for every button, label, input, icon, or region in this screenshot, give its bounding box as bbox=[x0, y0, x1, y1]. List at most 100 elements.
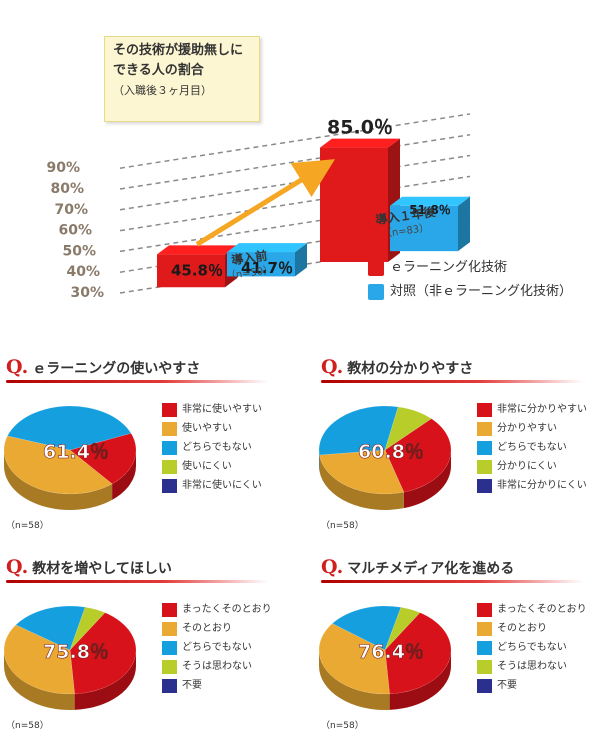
growth-arrow bbox=[195, 159, 336, 247]
pie-slice bbox=[384, 607, 421, 651]
legend-item: 非常に使いやすい bbox=[162, 400, 262, 419]
legend-item: そうは思わない bbox=[477, 657, 587, 676]
bar-value-label: 45.8％ bbox=[171, 261, 223, 279]
y-tick-label: 30% bbox=[70, 285, 104, 301]
pie-legend: まったくそのとおり そのとおり どちらでもない そうは思わない 不要 bbox=[477, 600, 587, 695]
legend-label: まったくそのとおり bbox=[497, 604, 587, 615]
pie-slice bbox=[318, 405, 399, 456]
callout-line-2: できる人の割合 bbox=[113, 63, 204, 78]
pie-slice bbox=[318, 623, 390, 695]
pie-side bbox=[4, 450, 113, 510]
bar-value-label: 51.8％ bbox=[409, 203, 451, 217]
pie-chart: 61.4％ bbox=[3, 405, 137, 510]
y-tick-label: 70% bbox=[54, 202, 88, 218]
q-mark: Q. bbox=[6, 356, 29, 378]
legend-swatch bbox=[477, 440, 492, 455]
legend-item: 分かりやすい bbox=[477, 419, 587, 438]
legend-item: どちらでもない bbox=[477, 638, 587, 657]
pie-slice bbox=[3, 435, 113, 495]
legend-item: 使いにくい bbox=[162, 457, 262, 476]
pie-side bbox=[319, 454, 404, 510]
panel-title: Q. 教材を増やしてほしい bbox=[6, 552, 286, 578]
bar-control-0 bbox=[227, 243, 307, 277]
legend-item: 使いやすい bbox=[162, 419, 262, 438]
pie-side bbox=[4, 650, 75, 710]
panel-clarity: Q. 教材の分かりやすさ 60.8％ 非常に分かりやすい 分かりやすい どちらで… bbox=[315, 352, 605, 547]
legend-swatch bbox=[162, 678, 177, 693]
pie-legend: 非常に分かりやすい 分かりやすい どちらでもない 分かりにくい 非常に分かりにく… bbox=[477, 400, 587, 495]
legend-label-control: 対照（非ｅラーニング化技術） bbox=[390, 284, 573, 299]
pie-slice bbox=[384, 612, 452, 695]
pie-side bbox=[74, 650, 136, 710]
legend-swatch bbox=[162, 640, 177, 655]
panel-multimedia: Q. マルチメディア化を進める 76.4％ まったくそのとおり そのとおり どち… bbox=[315, 552, 605, 747]
legend-item: そのとおり bbox=[477, 619, 587, 638]
legend-swatch-blue bbox=[368, 284, 384, 300]
pie-center-label: 61.4％ bbox=[43, 441, 109, 463]
pie-legend: まったくそのとおり そのとおり どちらでもない そうは思わない 不要 bbox=[162, 600, 272, 695]
legend-label: そうは思わない bbox=[182, 661, 252, 672]
legend-swatch bbox=[477, 621, 492, 636]
legend-swatch bbox=[162, 659, 177, 674]
panel-title: Q. マルチメディア化を進める bbox=[321, 552, 601, 578]
y-tick-label: 40% bbox=[66, 264, 100, 280]
legend-item-control: 対照（非ｅラーニング化技術） bbox=[368, 280, 572, 304]
panel-title: Q. ｅラーニングの使いやすさ bbox=[6, 352, 286, 378]
legend-swatch bbox=[162, 459, 177, 474]
panel-usability: Q. ｅラーニングの使いやすさ 61.4％ 非常に使いやすい 使いやすい どちら… bbox=[0, 352, 290, 547]
legend-item: どちらでもない bbox=[162, 438, 262, 457]
pie-slice bbox=[384, 418, 452, 493]
q-mark: Q. bbox=[6, 556, 29, 578]
legend-swatch bbox=[477, 459, 492, 474]
pie-chart: 75.8％ bbox=[3, 605, 137, 710]
pie-center-label: 76.4％ bbox=[358, 641, 424, 663]
legend-label: どちらでもない bbox=[182, 442, 252, 453]
y-tick-label: 50% bbox=[62, 243, 96, 259]
legend-swatch bbox=[477, 678, 492, 693]
legend-label: どちらでもない bbox=[497, 442, 567, 453]
callout-line-1: その技術が援助無しに bbox=[113, 43, 244, 58]
pie-center-label: 60.8％ bbox=[358, 441, 424, 463]
sample-size: （n=58） bbox=[321, 721, 364, 731]
category-label: 導入前 bbox=[230, 248, 268, 268]
title-underline bbox=[321, 580, 583, 583]
bar-elearning-1 bbox=[320, 138, 400, 262]
legend-swatch bbox=[477, 421, 492, 436]
y-tick-label: 80% bbox=[50, 181, 84, 197]
legend-item: 非常に分かりにくい bbox=[477, 476, 587, 495]
legend-item: 不要 bbox=[477, 676, 587, 695]
legend-label: 不要 bbox=[497, 680, 517, 691]
legend-swatch bbox=[162, 602, 177, 617]
gridline bbox=[119, 113, 471, 169]
comparison-bar-chart: 30% 40% 50% 60% 70% 80% 90% 45.8％ 41.7％ 85.0％ 51.8… bbox=[0, 0, 605, 335]
pie-slice bbox=[384, 406, 432, 451]
callout-box: その技術が援助無しに できる人の割合 （入職後３ヶ月目） bbox=[104, 36, 260, 122]
title-underline bbox=[6, 580, 268, 583]
legend-item: どちらでもない bbox=[162, 638, 272, 657]
legend-item: 非常に分かりやすい bbox=[477, 400, 587, 419]
pie-side bbox=[319, 650, 390, 710]
pie-side bbox=[112, 450, 136, 500]
legend-label: どちらでもない bbox=[497, 642, 567, 653]
legend-swatch bbox=[162, 402, 177, 417]
q-mark: Q. bbox=[321, 556, 344, 578]
pie-center-label: 75.8％ bbox=[43, 641, 109, 663]
panel-more-materials: Q. 教材を増やしてほしい 75.8％ まったくそのとおり そのとおり どちらで… bbox=[0, 552, 290, 747]
pie-chart: 76.4％ bbox=[318, 605, 452, 710]
sample-size: （n=58） bbox=[6, 521, 49, 531]
legend-swatch bbox=[162, 621, 177, 636]
legend-label: 分かりやすい bbox=[497, 423, 557, 434]
legend-item: どちらでもない bbox=[477, 438, 587, 457]
legend-label-elearning: ｅラーニング化技術 bbox=[390, 260, 508, 275]
pie-slice bbox=[69, 606, 106, 651]
panel-title: Q. 教材の分かりやすさ bbox=[321, 352, 601, 378]
sample-size: （n=58） bbox=[321, 521, 364, 531]
title-underline bbox=[321, 380, 583, 383]
callout-line-3: （入職後３ヶ月目） bbox=[113, 84, 212, 97]
legend-label: そのとおり bbox=[497, 623, 547, 634]
legend-item: まったくそのとおり bbox=[162, 600, 272, 619]
pie-slice bbox=[319, 449, 405, 495]
q-mark: Q. bbox=[321, 356, 344, 378]
legend-label: まったくそのとおり bbox=[182, 604, 272, 615]
legend-label: 不要 bbox=[182, 680, 202, 691]
